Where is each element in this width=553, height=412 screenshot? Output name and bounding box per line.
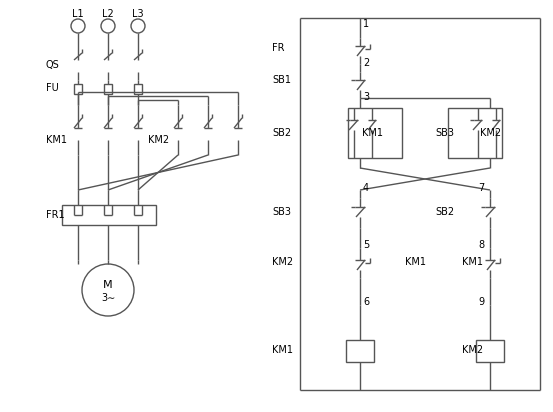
Text: KM1: KM1 <box>404 257 425 267</box>
Text: KM1: KM1 <box>362 128 383 138</box>
Text: 8: 8 <box>478 240 484 250</box>
Text: FR1: FR1 <box>46 210 65 220</box>
Bar <box>62 205 156 225</box>
Text: 6: 6 <box>363 297 369 307</box>
Text: 5: 5 <box>363 240 369 250</box>
Text: KM2: KM2 <box>272 257 293 267</box>
Text: SB1: SB1 <box>272 75 291 85</box>
Text: KM2: KM2 <box>480 128 501 138</box>
Text: KM2: KM2 <box>462 345 483 355</box>
Bar <box>476 340 504 362</box>
Text: 3: 3 <box>363 92 369 102</box>
Text: SB2: SB2 <box>435 207 454 217</box>
Text: 7: 7 <box>478 183 484 193</box>
Text: M: M <box>103 280 113 290</box>
Text: 4: 4 <box>363 183 369 193</box>
Text: KM2: KM2 <box>148 135 169 145</box>
Text: L3: L3 <box>132 9 144 19</box>
Text: 3∼: 3∼ <box>101 293 115 303</box>
Text: FR: FR <box>272 43 284 53</box>
Bar <box>346 340 374 362</box>
Text: 9: 9 <box>478 297 484 307</box>
Text: L1: L1 <box>72 9 84 19</box>
Bar <box>134 84 142 94</box>
Bar <box>104 84 112 94</box>
Bar <box>348 108 402 158</box>
Text: 2: 2 <box>363 58 369 68</box>
Text: KM1: KM1 <box>46 135 67 145</box>
Text: KM1: KM1 <box>272 345 293 355</box>
Text: SB2: SB2 <box>272 128 291 138</box>
Bar <box>74 84 82 94</box>
Text: SB3: SB3 <box>272 207 291 217</box>
Bar <box>448 108 502 158</box>
Text: L2: L2 <box>102 9 114 19</box>
Text: QS: QS <box>46 60 60 70</box>
Text: FU: FU <box>46 83 59 93</box>
Text: 1: 1 <box>363 19 369 29</box>
Text: KM1: KM1 <box>462 257 483 267</box>
Text: SB3: SB3 <box>435 128 454 138</box>
